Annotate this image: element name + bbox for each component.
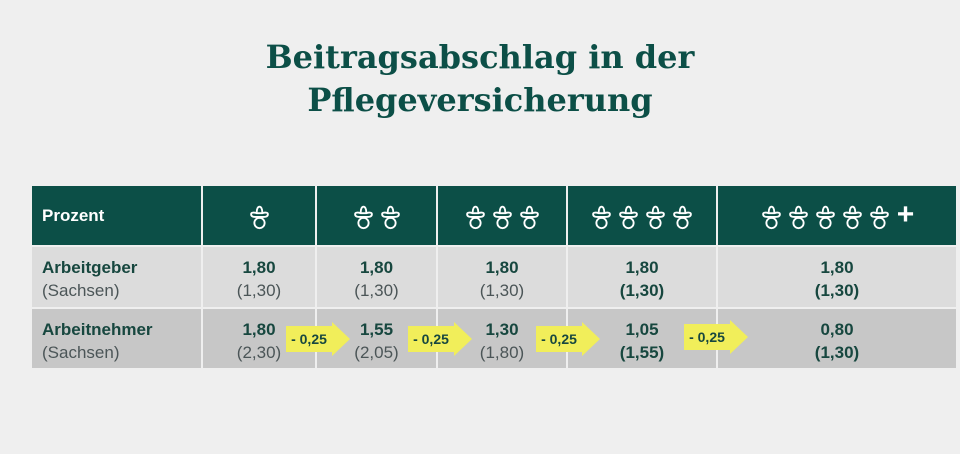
reduction-label: - 0,25	[291, 331, 327, 347]
value-sub: (1,30)	[814, 281, 860, 300]
value-main: 1,80	[820, 258, 854, 277]
pacifier-icon-group	[438, 186, 566, 245]
reduction-label: - 0,25	[689, 329, 725, 345]
value-sub: (1,30)	[619, 281, 665, 300]
row-label: Arbeitgeber (Sachsen)	[42, 256, 137, 302]
value-main: 1,55	[359, 320, 394, 339]
pacifier-icon	[788, 205, 808, 229]
value-sub: (1,30)	[354, 281, 399, 300]
value-main: 1,80	[242, 258, 276, 277]
pacifier-icon-group	[568, 186, 716, 245]
header-cell-4-children	[568, 186, 716, 245]
arrow-right-icon	[408, 322, 472, 356]
arrow-right-icon	[536, 322, 600, 356]
value-main: 1,80	[242, 320, 276, 339]
header-cell-3-children	[438, 186, 566, 245]
row-label-main: Arbeitgeber	[42, 258, 138, 277]
header-label: Prozent	[42, 206, 105, 225]
table-header-row: Prozent +	[32, 186, 956, 245]
pacifier-icon-group	[317, 186, 436, 245]
value-sub: (2,30)	[236, 343, 282, 362]
pacifier-icon	[673, 205, 692, 229]
pacifier-icon	[646, 205, 665, 229]
pacifier-icon	[492, 205, 512, 229]
pacifier-icon	[761, 205, 781, 229]
value-sub: (1,55)	[619, 343, 665, 362]
arrow-right-icon	[286, 322, 350, 356]
pacifier-icon-group	[203, 186, 315, 245]
header-cell-2-children	[317, 186, 436, 245]
value-cell: 1,80 (1,30)	[317, 247, 436, 307]
pacifier-icon	[842, 205, 862, 229]
value-cell: 0,80 (1,30)	[718, 309, 956, 368]
value-main: 0,80	[820, 320, 854, 339]
value-sub: (1,30)	[814, 343, 860, 362]
header-cell-5-plus-children: +	[718, 186, 956, 245]
row-label-sub: (Sachsen)	[42, 343, 120, 362]
reduction-label: - 0,25	[413, 331, 449, 347]
table-row-arbeitgeber: Arbeitgeber (Sachsen) 1,80 (1,30) 1,80 (1,…	[32, 247, 956, 307]
pacifier-icon	[249, 205, 269, 229]
pacifier-icon	[519, 205, 539, 229]
title-line-1: Beitragsabschlag in der	[265, 38, 695, 76]
row-label-cell: Arbeitnehmer (Sachsen)	[32, 309, 201, 368]
pacifier-icon	[465, 205, 485, 229]
value-cell: 1,80 (1,30)	[568, 247, 716, 307]
pacifier-icon	[380, 205, 400, 229]
pacifier-icon	[353, 205, 373, 229]
value-cell: 1,80 (1,30)	[718, 247, 956, 307]
value-sub: (2,05)	[354, 343, 399, 362]
arrow-right-icon	[684, 320, 748, 354]
header-cell-1-child	[203, 186, 315, 245]
pacifier-icon	[869, 205, 889, 229]
row-label-main: Arbeitnehmer	[42, 320, 153, 339]
pacifier-icon	[592, 205, 611, 229]
title-line-2: Pflegeversicherung	[307, 81, 653, 119]
value-sub: (1,30)	[236, 281, 282, 300]
value-main: 1,80	[359, 258, 394, 277]
pacifier-icon	[619, 205, 638, 229]
header-cell-label: Prozent	[32, 186, 201, 245]
value-cell: 1,80 (1,30)	[438, 247, 566, 307]
row-label-sub: (Sachsen)	[42, 281, 120, 300]
reduction-label: - 0,25	[541, 331, 577, 347]
value-sub: (1,80)	[479, 343, 525, 362]
plus-icon: +	[896, 197, 915, 231]
value-main: 1,80	[485, 258, 519, 277]
row-label: Arbeitnehmer (Sachsen)	[42, 318, 153, 364]
table-row-arbeitnehmer: Arbeitnehmer (Sachsen) 1,80 (2,30) 1,55 (2…	[32, 309, 956, 368]
pacifier-icon	[815, 205, 835, 229]
value-main: 1,80	[625, 258, 659, 277]
contribution-table: Prozent + Arbeitgeber (Sachsen) 1,80 (1,3…	[32, 186, 956, 368]
value-cell: 1,80 (1,30)	[203, 247, 315, 307]
page-title: Beitragsabschlag in der Pflegeversicheru…	[0, 36, 960, 122]
row-label-cell: Arbeitgeber (Sachsen)	[32, 247, 201, 307]
value-main: 1,30	[485, 320, 519, 339]
value-sub: (1,30)	[479, 281, 525, 300]
pacifier-icon-group: +	[718, 186, 956, 245]
value-main: 1,05	[625, 320, 659, 339]
